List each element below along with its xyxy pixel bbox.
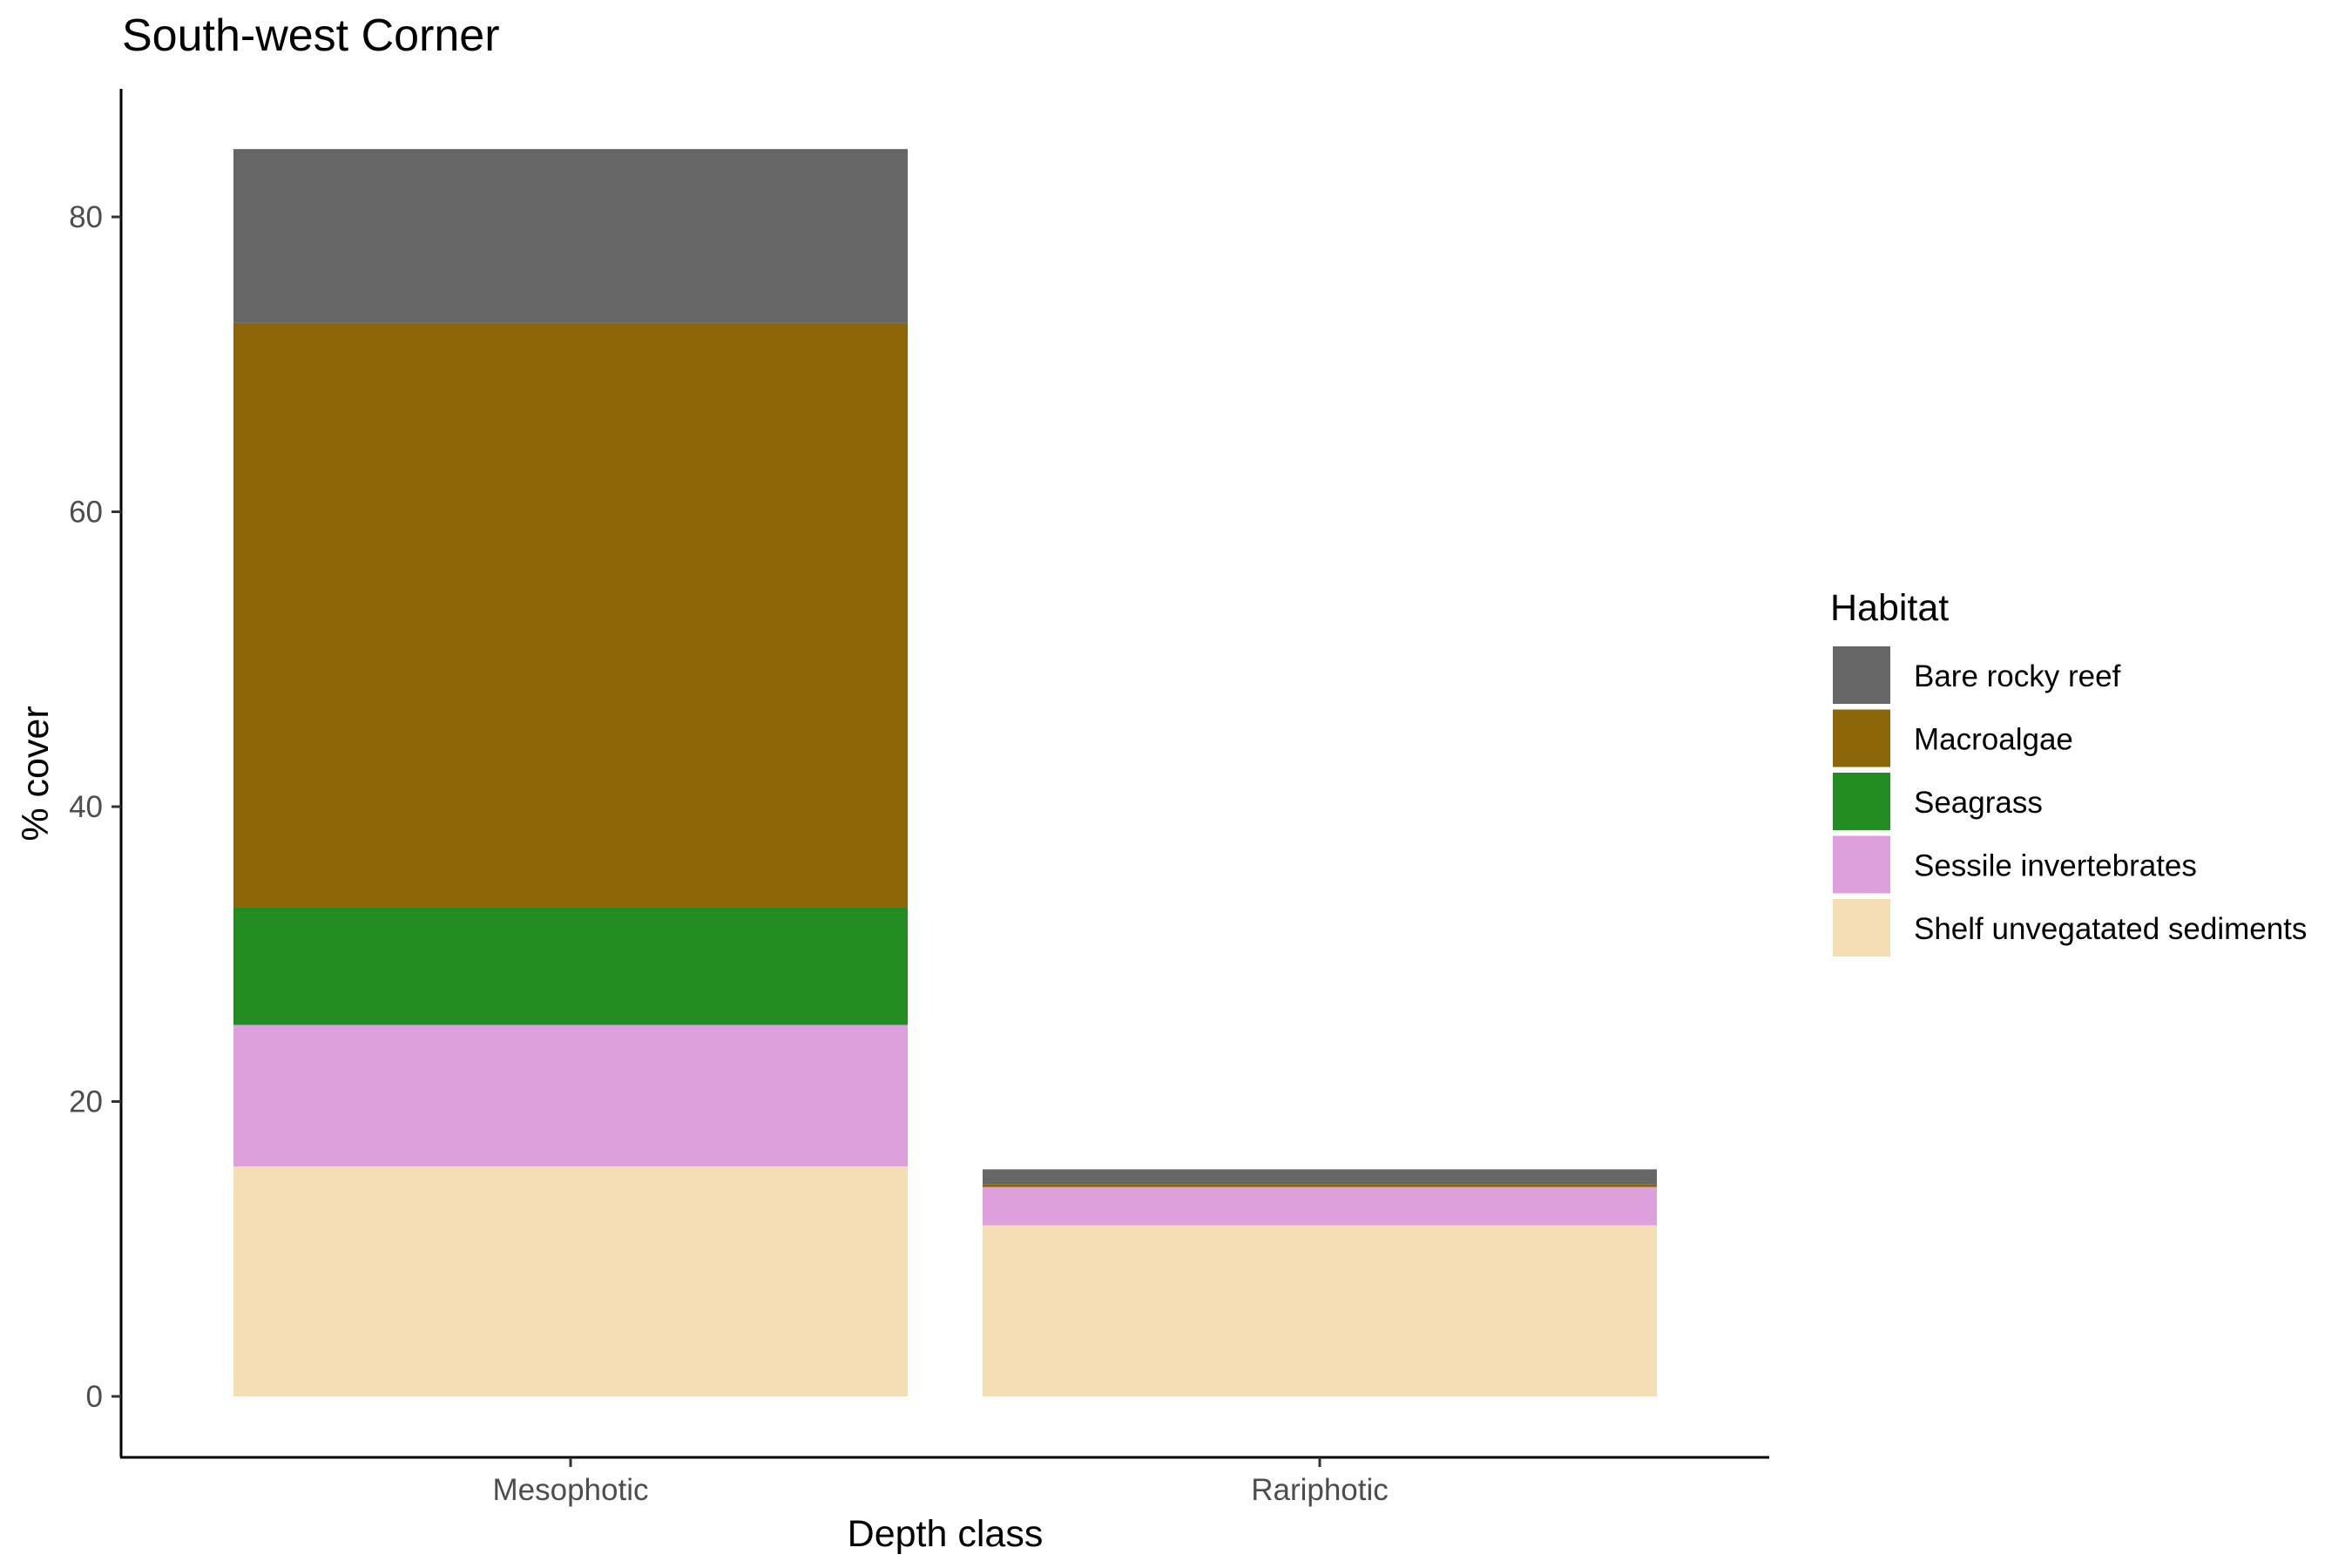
legend-swatch-bare-rocky-reef <box>1833 646 1890 704</box>
legend-swatch-shelf-unvegatated-sediments <box>1833 899 1890 956</box>
bar-mesophotic-macroalgae <box>233 322 908 908</box>
legend-label-shelf-unvegatated-sediments: Shelf unvegatated sediments <box>1914 912 2307 946</box>
y-tick-label: 40 <box>69 790 103 824</box>
y-tick-label: 20 <box>69 1085 103 1119</box>
chart-title: South-west Corner <box>122 10 500 61</box>
x-ticks: Mesophotic Rariphotic <box>493 1457 1389 1507</box>
y-tick-label: 80 <box>69 200 103 234</box>
legend-label-macroalgae: Macroalgae <box>1914 723 2073 757</box>
y-axis-title: % cover <box>15 706 57 841</box>
y-tick-label: 0 <box>86 1380 103 1414</box>
legend-label-sessile-invertebrates: Sessile invertebrates <box>1914 849 2197 883</box>
legend: Habitat Bare rocky reef Macroalgae Seagras… <box>1830 587 2307 956</box>
bar-mesophotic-seagrass <box>233 907 908 1025</box>
x-tick-label-mesophotic: Mesophotic <box>493 1473 649 1507</box>
legend-label-seagrass: Seagrass <box>1914 786 2043 820</box>
legend-swatch-macroalgae <box>1833 709 1890 767</box>
bar-mesophotic-shelf-unvegatated-sediments <box>233 1166 908 1396</box>
bar-rariphotic-sessile-invertebrates <box>983 1186 1657 1226</box>
bar-rariphotic-macroalgae <box>983 1184 1657 1187</box>
plot-bars <box>233 149 1657 1396</box>
bar-mesophotic-sessile-invertebrates <box>233 1024 908 1166</box>
x-axis-title: Depth class <box>848 1513 1044 1555</box>
legend-label-bare-rocky-reef: Bare rocky reef <box>1914 659 2121 693</box>
bar-rariphotic-bare-rocky-reef <box>983 1169 1657 1185</box>
legend-swatch-sessile-invertebrates <box>1833 835 1890 894</box>
bar-rariphotic-shelf-unvegatated-sediments <box>983 1225 1657 1396</box>
y-tick-label: 60 <box>69 496 103 530</box>
x-tick-label-rariphotic: Rariphotic <box>1251 1473 1389 1507</box>
legend-title: Habitat <box>1830 587 1949 629</box>
y-ticks: 0 20 40 60 80 <box>69 200 121 1414</box>
legend-swatch-seagrass <box>1833 773 1890 830</box>
bar-mesophotic-bare-rocky-reef <box>233 149 908 323</box>
